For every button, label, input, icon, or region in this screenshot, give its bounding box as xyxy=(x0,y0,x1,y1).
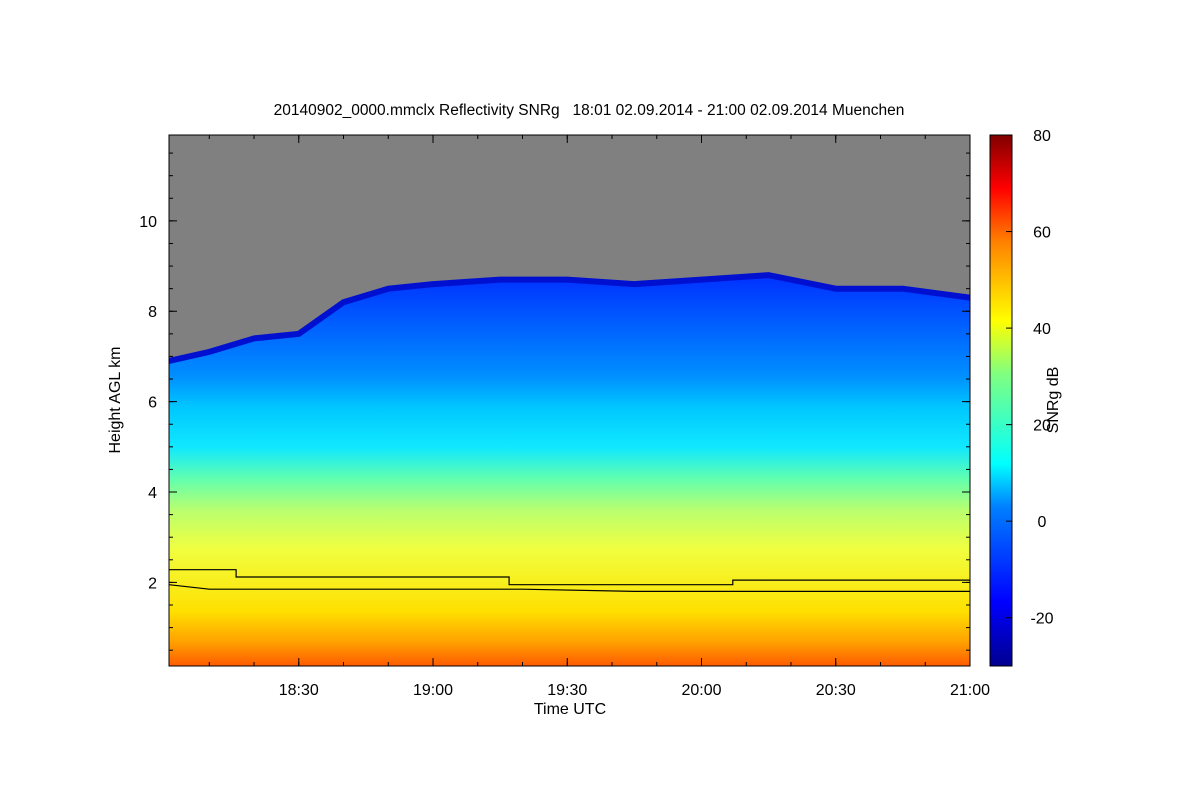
colorbar-tick-label: -20 xyxy=(1030,611,1053,628)
y-tick-label: 4 xyxy=(148,485,157,502)
colorbar-tick-label: 80 xyxy=(1033,128,1051,145)
snr-field xyxy=(169,275,970,666)
y-axis: 2 4 6 8 10 xyxy=(139,152,970,651)
x-axis: 18:30 19:00 19:30 20:00 20:30 21:00 xyxy=(208,135,990,699)
colorbar xyxy=(989,134,1013,667)
x-tick-label: 21:00 xyxy=(950,682,990,699)
x-tick-label: 18:30 xyxy=(279,682,319,699)
boundary-line-1 xyxy=(169,569,970,586)
x-tick-label: 20:30 xyxy=(816,682,856,699)
x-tick-label: 19:00 xyxy=(413,682,453,699)
boundary-lines xyxy=(169,569,970,593)
y-tick-label: 2 xyxy=(148,575,157,592)
chart-title: 20140902_0000.mmclx Reflectivity SNRg 18… xyxy=(274,102,905,119)
plot-frame xyxy=(168,134,971,667)
y-tick-label: 8 xyxy=(148,304,157,321)
x-axis-label: Time UTC xyxy=(534,701,606,718)
x-tick-label: 19:30 xyxy=(547,682,587,699)
colorbar-tick-label: 60 xyxy=(1033,225,1051,242)
cloud-top-edge xyxy=(169,272,970,364)
plot-area xyxy=(169,135,970,666)
colorbar-label: SNRg dB xyxy=(1045,367,1062,434)
colorbar-tick-label: 40 xyxy=(1033,321,1051,338)
y-tick-label: 10 xyxy=(139,214,157,231)
x-tick-label: 20:00 xyxy=(681,682,721,699)
colorbar-axis: -20 0 20 40 60 80 xyxy=(1006,128,1054,628)
y-axis-label: Height AGL km xyxy=(107,346,124,453)
colorbar-tick-label: 0 xyxy=(1038,514,1047,531)
colorbar-tick-label: 20 xyxy=(1033,418,1051,435)
boundary-line-2 xyxy=(169,584,970,593)
y-tick-label: 6 xyxy=(148,395,157,412)
